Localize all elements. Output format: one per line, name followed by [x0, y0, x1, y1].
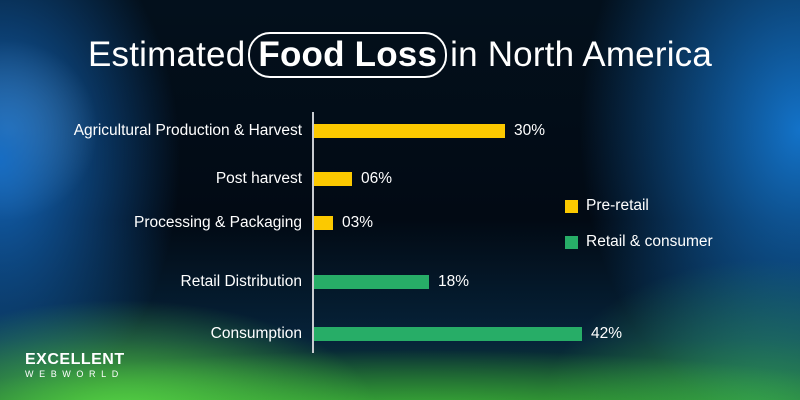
- value-label: 30%: [514, 122, 546, 139]
- legend-swatch-pre-retail: [565, 199, 578, 213]
- y-axis-line: [312, 112, 314, 353]
- category-label: Retail Distribution: [180, 273, 302, 290]
- chart-title: Estimated Food Loss in North America: [0, 32, 800, 78]
- brand-logo: EXCELLENT WEBWORLD: [25, 352, 125, 380]
- value-label: 18%: [438, 273, 470, 290]
- legend-swatch-retail-consumer: [565, 235, 578, 249]
- bar: [314, 327, 582, 341]
- logo-wordmark-bottom: WEBWORLD: [25, 369, 124, 379]
- legend-label: Retail & consumer: [586, 233, 713, 250]
- value-label: 42%: [591, 325, 623, 342]
- bar: [314, 124, 505, 138]
- logo-wordmark-top: EXCELLENT: [25, 351, 125, 368]
- legend-item-retail-consumer: Retail & consumer: [565, 233, 713, 251]
- legend-item-pre-retail: Pre-retail: [565, 197, 649, 215]
- value-label: 03%: [342, 214, 374, 231]
- title-prefix: Estimated: [87, 35, 246, 74]
- value-label: 06%: [361, 170, 393, 187]
- title-highlight-pill: Food Loss: [248, 32, 448, 78]
- category-label: Processing & Packaging: [133, 214, 302, 231]
- title-suffix: in North America: [450, 35, 713, 74]
- bar: [314, 216, 333, 230]
- bar: [314, 172, 352, 186]
- bar: [314, 275, 429, 289]
- category-label: Post harvest: [215, 170, 302, 187]
- category-label: Consumption: [210, 325, 302, 342]
- legend-label: Pre-retail: [586, 197, 649, 214]
- category-label: Agricultural Production & Harvest: [73, 122, 302, 139]
